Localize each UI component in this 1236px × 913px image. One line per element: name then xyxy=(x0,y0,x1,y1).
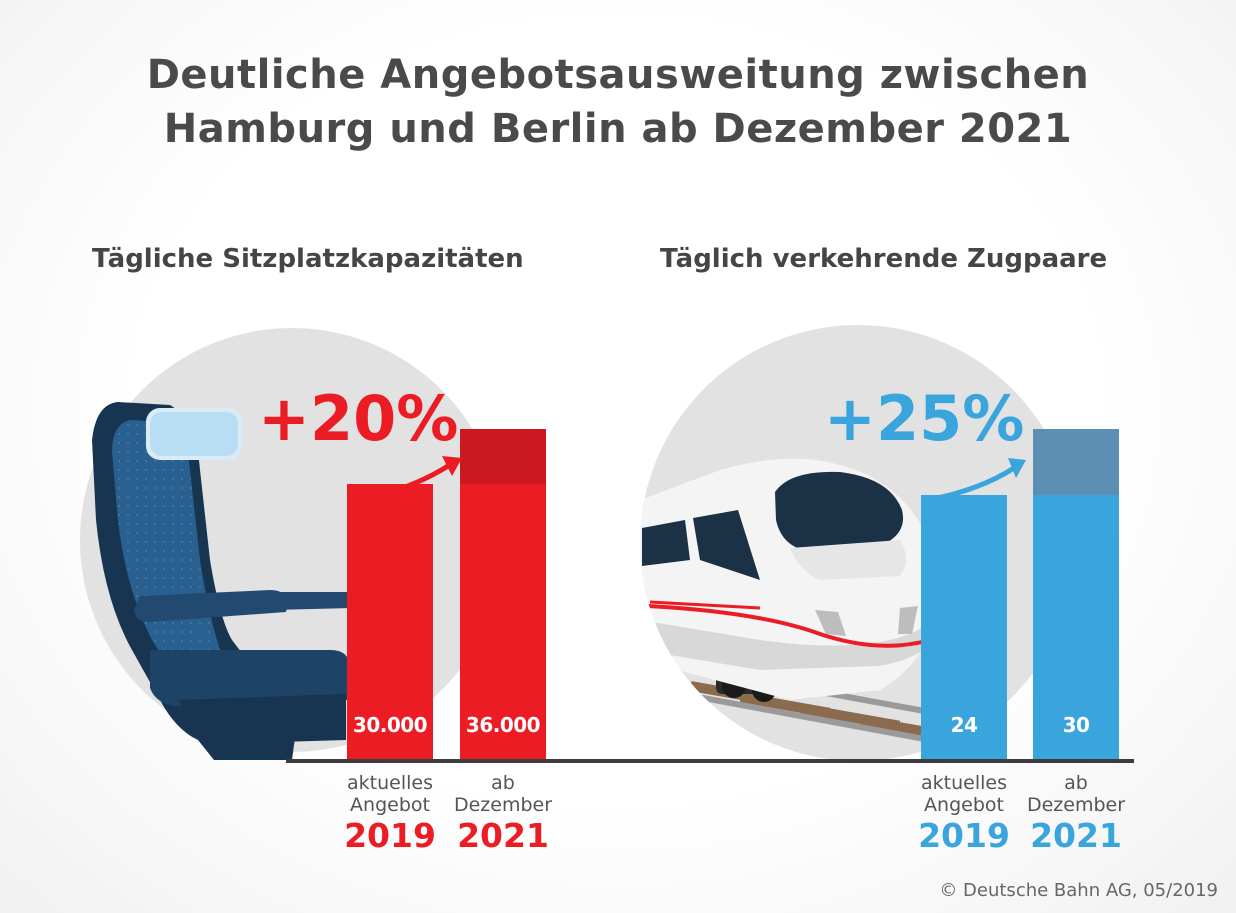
bar-right-2019 xyxy=(921,495,1007,759)
category-label-right-2021: ab Dezember xyxy=(1006,772,1146,816)
category-label-right-2019: aktuelles Angebot xyxy=(894,772,1034,816)
growth-arrow-right xyxy=(925,458,1026,503)
bar-left-2019 xyxy=(347,484,433,759)
bar-right-2021-increase xyxy=(1033,429,1119,495)
baseline xyxy=(286,759,1134,763)
growth-arrow-left xyxy=(355,456,462,503)
category-label-left-2021: ab Dezember xyxy=(433,772,573,816)
value-label-right-2019: 24 xyxy=(950,713,978,737)
title-line-2: Hamburg und Berlin ab Dezember 2021 xyxy=(163,106,1073,152)
value-label-right-2021: 30 xyxy=(1062,713,1090,737)
bar-right-2021-base xyxy=(1033,495,1119,759)
title-line-1: Deutliche Angebotsausweitung zwischen xyxy=(146,52,1090,98)
category-line1: ab xyxy=(491,772,515,794)
category-line2: Dezember xyxy=(453,794,553,816)
category-line2: Angebot xyxy=(350,794,430,816)
seat-icon xyxy=(92,402,352,760)
bar-left-2021-increase xyxy=(460,429,546,484)
category-label-left-2019: aktuelles Angebot xyxy=(320,772,460,816)
bar-left-2021-base xyxy=(460,484,546,759)
year-label-left-2019: 2019 xyxy=(344,816,436,855)
category-line1: aktuelles xyxy=(347,772,433,794)
page-title: Deutliche Angebotsausweitung zwischen Ha… xyxy=(0,48,1236,156)
value-label-left-2019: 30.000 xyxy=(352,713,428,737)
category-line1: ab xyxy=(1064,772,1088,794)
copyright-notice: © Deutsche Bahn AG, 05/2019 xyxy=(939,880,1218,901)
train-icon xyxy=(640,458,961,743)
category-line2: Dezember xyxy=(1026,794,1126,816)
increase-label-left: +20% xyxy=(258,382,459,455)
chart-title-left: Tägliche Sitzplatzkapazitäten xyxy=(92,244,524,274)
year-label-right-2021: 2021 xyxy=(1030,816,1122,855)
year-label-right-2019: 2019 xyxy=(918,816,1010,855)
year-label-left-2021: 2021 xyxy=(457,816,549,855)
category-line1: aktuelles xyxy=(921,772,1007,794)
bars-right xyxy=(921,429,1119,759)
category-line2: Angebot xyxy=(924,794,1004,816)
increase-label-right: +25% xyxy=(824,382,1025,455)
chart-title-right: Täglich verkehrende Zugpaare xyxy=(660,244,1108,274)
bars-left xyxy=(347,429,546,759)
value-label-left-2021: 36.000 xyxy=(465,713,541,737)
